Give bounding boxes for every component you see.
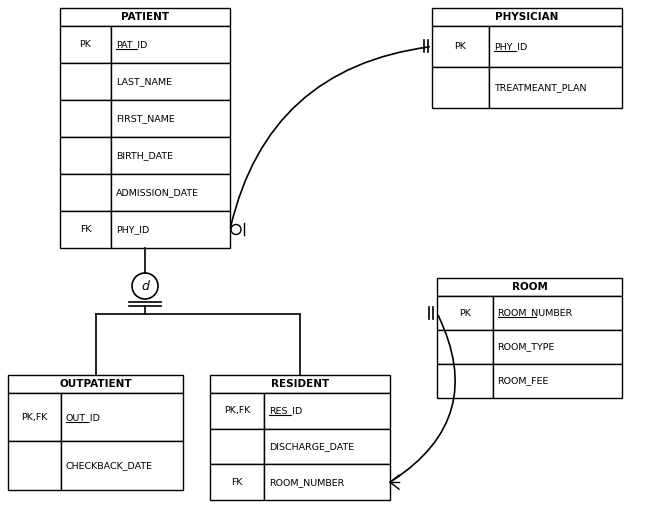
Bar (60, 63, 111, 100)
Bar (493, 330, 622, 364)
Text: PHY_ID: PHY_ID (116, 225, 149, 234)
FancyArrowPatch shape (393, 315, 455, 481)
Bar (60, 174, 111, 211)
Text: PHY_ID: PHY_ID (494, 42, 527, 51)
Bar (61, 393, 183, 442)
Text: PK: PK (79, 40, 91, 49)
Text: RESIDENT: RESIDENT (271, 379, 329, 389)
Text: ROOM_FEE: ROOM_FEE (497, 377, 549, 385)
Text: PK: PK (454, 42, 466, 51)
Text: ROOM: ROOM (512, 282, 547, 292)
Text: DISCHARGE_DATE: DISCHARGE_DATE (269, 442, 354, 451)
Bar (8, 442, 61, 490)
Text: TREATMEANT_PLAN: TREATMEANT_PLAN (494, 83, 587, 92)
Text: OUT_ID: OUT_ID (66, 413, 100, 422)
Text: ROOM_TYPE: ROOM_TYPE (497, 342, 555, 352)
Text: ROOM_NUMBER: ROOM_NUMBER (269, 478, 344, 486)
Bar (61, 442, 183, 490)
Bar (264, 429, 390, 464)
Bar (60, 26, 111, 63)
Bar (111, 174, 230, 211)
Bar (60, 211, 111, 248)
Text: FK: FK (80, 225, 91, 234)
Text: CHECKBACK_DATE: CHECKBACK_DATE (66, 461, 152, 470)
Text: PAT_ID: PAT_ID (116, 40, 147, 49)
Bar (210, 464, 264, 500)
Bar (60, 100, 111, 137)
Bar (489, 26, 622, 67)
Bar (493, 364, 622, 398)
Bar (493, 296, 622, 330)
Bar (264, 464, 390, 500)
Text: PHYSICIAN: PHYSICIAN (495, 12, 559, 22)
Bar (111, 100, 230, 137)
Text: RES_ID: RES_ID (269, 406, 302, 415)
Text: ROOM_NUMBER: ROOM_NUMBER (497, 309, 573, 317)
Text: OUTPATIENT: OUTPATIENT (59, 379, 132, 389)
Text: PK,FK: PK,FK (21, 413, 48, 422)
Text: LAST_NAME: LAST_NAME (116, 77, 172, 86)
Bar (432, 67, 489, 108)
Bar (8, 393, 61, 442)
Text: ADMISSION_DATE: ADMISSION_DATE (116, 188, 199, 197)
Bar (8, 375, 183, 393)
Bar (210, 393, 264, 429)
Bar (60, 8, 230, 26)
Bar (264, 393, 390, 429)
Text: d: d (141, 280, 149, 292)
Bar (432, 8, 622, 26)
Text: PK,FK: PK,FK (224, 406, 250, 415)
Bar (210, 375, 390, 393)
Text: PK: PK (459, 309, 471, 317)
Bar (60, 137, 111, 174)
Bar (111, 137, 230, 174)
Bar (437, 278, 622, 296)
FancyArrowPatch shape (230, 47, 429, 227)
Bar (437, 296, 493, 330)
Bar (432, 26, 489, 67)
Text: PATIENT: PATIENT (121, 12, 169, 22)
Bar (437, 330, 493, 364)
Bar (210, 429, 264, 464)
Bar (111, 63, 230, 100)
Text: FK: FK (231, 478, 243, 486)
Bar (111, 211, 230, 248)
Bar (437, 364, 493, 398)
Text: FIRST_NAME: FIRST_NAME (116, 114, 174, 123)
Text: BIRTH_DATE: BIRTH_DATE (116, 151, 173, 160)
Bar (111, 26, 230, 63)
Bar (489, 67, 622, 108)
